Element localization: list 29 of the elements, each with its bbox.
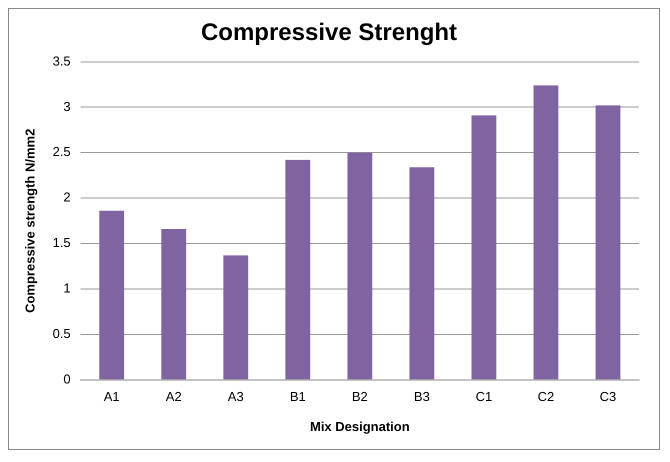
x-tick-label: B1	[290, 389, 306, 404]
y-axis-title: Compressive strength N/mm2	[22, 128, 38, 313]
y-tick-label: 2	[63, 190, 71, 205]
x-tick-label: B2	[352, 389, 368, 404]
x-tick-label: B3	[414, 389, 430, 404]
x-tick-label: A1	[104, 389, 120, 404]
bar	[409, 167, 434, 380]
y-tick-label: 3	[63, 98, 71, 114]
y-tick-label: 3.5	[52, 53, 71, 68]
y-tick-label: 0	[63, 371, 71, 386]
y-tick-label: 0.5	[52, 326, 71, 341]
bar	[472, 115, 496, 380]
bar	[285, 160, 310, 380]
x-tick-label: C1	[476, 389, 492, 404]
x-tick-label: A2	[166, 389, 182, 404]
y-tick-label: 2.5	[52, 144, 71, 160]
x-tick-label: C2	[538, 389, 554, 404]
bar	[347, 152, 372, 380]
bar	[223, 255, 248, 380]
y-tick-label: 1	[63, 280, 71, 296]
bar	[99, 210, 124, 380]
x-axis-title: Mix Designation	[310, 418, 410, 434]
bar	[534, 85, 558, 380]
bar	[596, 105, 620, 380]
chart-title: Compressive Strenght	[200, 19, 458, 46]
x-tick-label: C3	[600, 389, 616, 404]
bar	[161, 228, 186, 380]
y-tick-label: 1.5	[52, 235, 71, 250]
x-tick-label: A3	[228, 389, 244, 404]
